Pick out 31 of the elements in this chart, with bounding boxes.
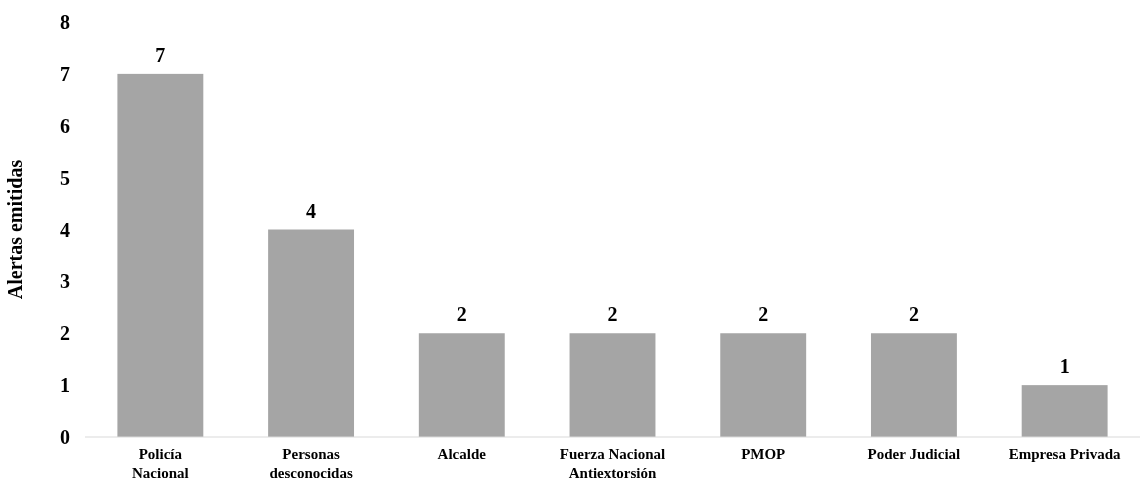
- x-tick-label: Policía Nacional: [132, 446, 189, 481]
- y-tick-label: 7: [60, 62, 70, 85]
- x-tick-label: Poder Judicial: [867, 446, 961, 462]
- y-tick-label: 0: [60, 426, 70, 448]
- y-tick-label: 6: [60, 114, 70, 137]
- x-tick-label: Fuerza Nacional Antiextorsión: [559, 446, 666, 481]
- bar: [268, 229, 355, 437]
- bar: [569, 333, 656, 437]
- y-tick-label: 3: [60, 270, 70, 293]
- x-tick-label: PMOP: [741, 446, 786, 462]
- y-tick-label: 8: [60, 11, 70, 33]
- data-label: 2: [607, 303, 618, 326]
- x-tick-label: Personas desconocidas: [269, 446, 353, 481]
- bar: [870, 333, 957, 437]
- bar: [117, 73, 204, 437]
- bar: [720, 333, 807, 437]
- y-tick-label: 1: [60, 374, 70, 397]
- y-axis-title: Alertas emitidas: [4, 159, 26, 300]
- y-tick-label: 5: [60, 166, 70, 189]
- bar: [418, 333, 505, 437]
- x-tick-label: Alcalde: [437, 446, 487, 462]
- x-tick-label: Empresa Privada: [1008, 446, 1122, 462]
- data-label: 4: [306, 199, 317, 222]
- y-tick-label: 4: [60, 218, 70, 241]
- data-label: 2: [908, 303, 919, 326]
- y-tick-label: 2: [60, 322, 70, 345]
- data-label: 2: [758, 303, 769, 326]
- data-label: 7: [155, 43, 166, 66]
- bar: [1021, 385, 1108, 437]
- data-label: 2: [456, 303, 467, 326]
- data-label: 1: [1059, 355, 1070, 378]
